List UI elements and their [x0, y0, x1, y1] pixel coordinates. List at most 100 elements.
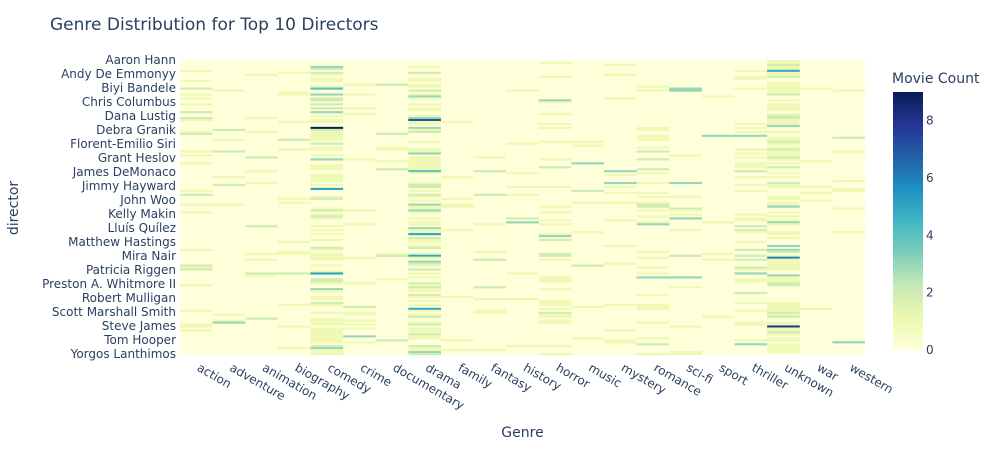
heatmap-cell	[767, 166, 800, 169]
heatmap-cell	[212, 176, 246, 179]
heatmap-cell	[180, 193, 213, 196]
heatmap-cell	[343, 327, 376, 330]
heatmap-cell	[636, 272, 670, 275]
heatmap-cell	[767, 327, 800, 330]
heatmap-cell	[180, 248, 213, 251]
heatmap-cell	[767, 351, 800, 354]
x-tick-label: western	[847, 360, 895, 396]
heatmap-cell	[310, 327, 344, 330]
y-tick-label: John Woo	[119, 193, 176, 207]
heatmap-cell	[636, 321, 670, 324]
heatmap-cell	[408, 97, 441, 100]
heatmap-cell	[440, 197, 474, 200]
heatmap-cell	[343, 311, 376, 314]
heatmap-cell	[767, 71, 800, 74]
heatmap-cell	[734, 217, 768, 220]
heatmap-cell	[440, 229, 474, 232]
heatmap-cell	[734, 126, 768, 130]
heatmap-cell	[310, 317, 344, 320]
heatmap-cell	[310, 341, 344, 344]
heatmap-cell	[767, 307, 800, 310]
heatmap-cell	[767, 244, 800, 248]
heatmap-cell	[180, 211, 213, 214]
heatmap-cell	[767, 61, 800, 65]
heatmap-cell	[440, 349, 474, 352]
y-tick-label: Matthew Hastings	[68, 235, 176, 249]
heatmap-cell	[636, 303, 670, 307]
heatmap-cell	[408, 351, 441, 354]
heatmap-cell	[669, 254, 702, 257]
heatmap-cell	[506, 142, 539, 145]
heatmap-cell	[767, 223, 800, 226]
heatmap-cell	[799, 191, 833, 194]
heatmap-cell	[734, 122, 768, 126]
heatmap-cell	[538, 288, 572, 291]
heatmap-cell	[310, 93, 344, 96]
heatmap-cell	[473, 170, 507, 173]
heatmap-cell	[767, 264, 800, 267]
x-tick-label: thriller	[749, 360, 790, 392]
heatmap-cell	[832, 207, 865, 210]
heatmap-cell	[180, 69, 213, 72]
heatmap-cell	[310, 166, 344, 169]
heatmap-cell	[767, 183, 800, 187]
heatmap-cell	[310, 321, 344, 324]
heatmap-cell	[767, 85, 800, 88]
heatmap-cell	[767, 140, 800, 143]
y-tick-label: Debra Granik	[96, 123, 176, 137]
heatmap-cell	[408, 231, 441, 234]
heatmap-cell	[310, 207, 344, 210]
heatmap-cell	[734, 166, 768, 169]
heatmap-cell	[538, 99, 572, 102]
heatmap-cell	[408, 211, 441, 214]
heatmap-cell	[767, 146, 800, 149]
heatmap-cell	[767, 266, 800, 269]
heatmap-cell	[636, 209, 670, 212]
heatmap-cell	[408, 128, 441, 131]
heatmap-cell	[767, 172, 800, 175]
heatmap-cell	[375, 339, 409, 342]
heatmap-cell	[538, 75, 572, 78]
y-tick-label: Jimmy Hayward	[81, 179, 176, 193]
heatmap-cell	[408, 77, 441, 80]
heatmap-cell	[408, 238, 441, 242]
heatmap-cell	[571, 189, 605, 192]
heatmap-cell	[538, 219, 572, 222]
heatmap-cell	[408, 303, 441, 307]
heatmap-cell	[799, 199, 833, 202]
heatmap-cell	[767, 81, 800, 84]
heatmap-cell	[734, 231, 768, 234]
heatmap-cell	[310, 349, 344, 352]
heatmap-cell	[408, 189, 441, 192]
heatmap-cell	[277, 71, 311, 74]
heatmap-cell	[408, 333, 441, 336]
heatmap-cell	[767, 315, 800, 318]
heatmap-cell	[767, 142, 800, 145]
heatmap-cell	[310, 282, 344, 285]
heatmap-cell	[767, 323, 800, 326]
heatmap-cell	[310, 323, 344, 326]
heatmap-cell	[767, 67, 800, 71]
heatmap-cell	[310, 303, 344, 307]
heatmap-cell	[767, 211, 800, 214]
heatmap-cell	[767, 197, 800, 200]
heatmap-cell	[767, 258, 800, 261]
heatmap-cell	[767, 233, 800, 236]
heatmap-cell	[408, 85, 441, 88]
heatmap-cell	[734, 301, 768, 305]
heatmap-cell	[310, 280, 344, 283]
heatmap-cell	[767, 250, 800, 253]
heatmap-cell	[767, 237, 800, 240]
heatmap-cell	[799, 87, 833, 90]
heatmap-cell	[767, 260, 800, 263]
heatmap-cell	[277, 272, 311, 275]
heatmap-cell	[767, 347, 800, 350]
colorbar	[893, 92, 923, 350]
heatmap-cell	[408, 93, 441, 96]
heatmap-cell	[473, 193, 507, 196]
heatmap-cell	[799, 185, 833, 189]
heatmap-cell	[408, 109, 441, 112]
heatmap-cell	[767, 73, 800, 76]
heatmap-cell	[343, 323, 376, 326]
y-tick-label: Aaron Hann	[105, 53, 176, 67]
